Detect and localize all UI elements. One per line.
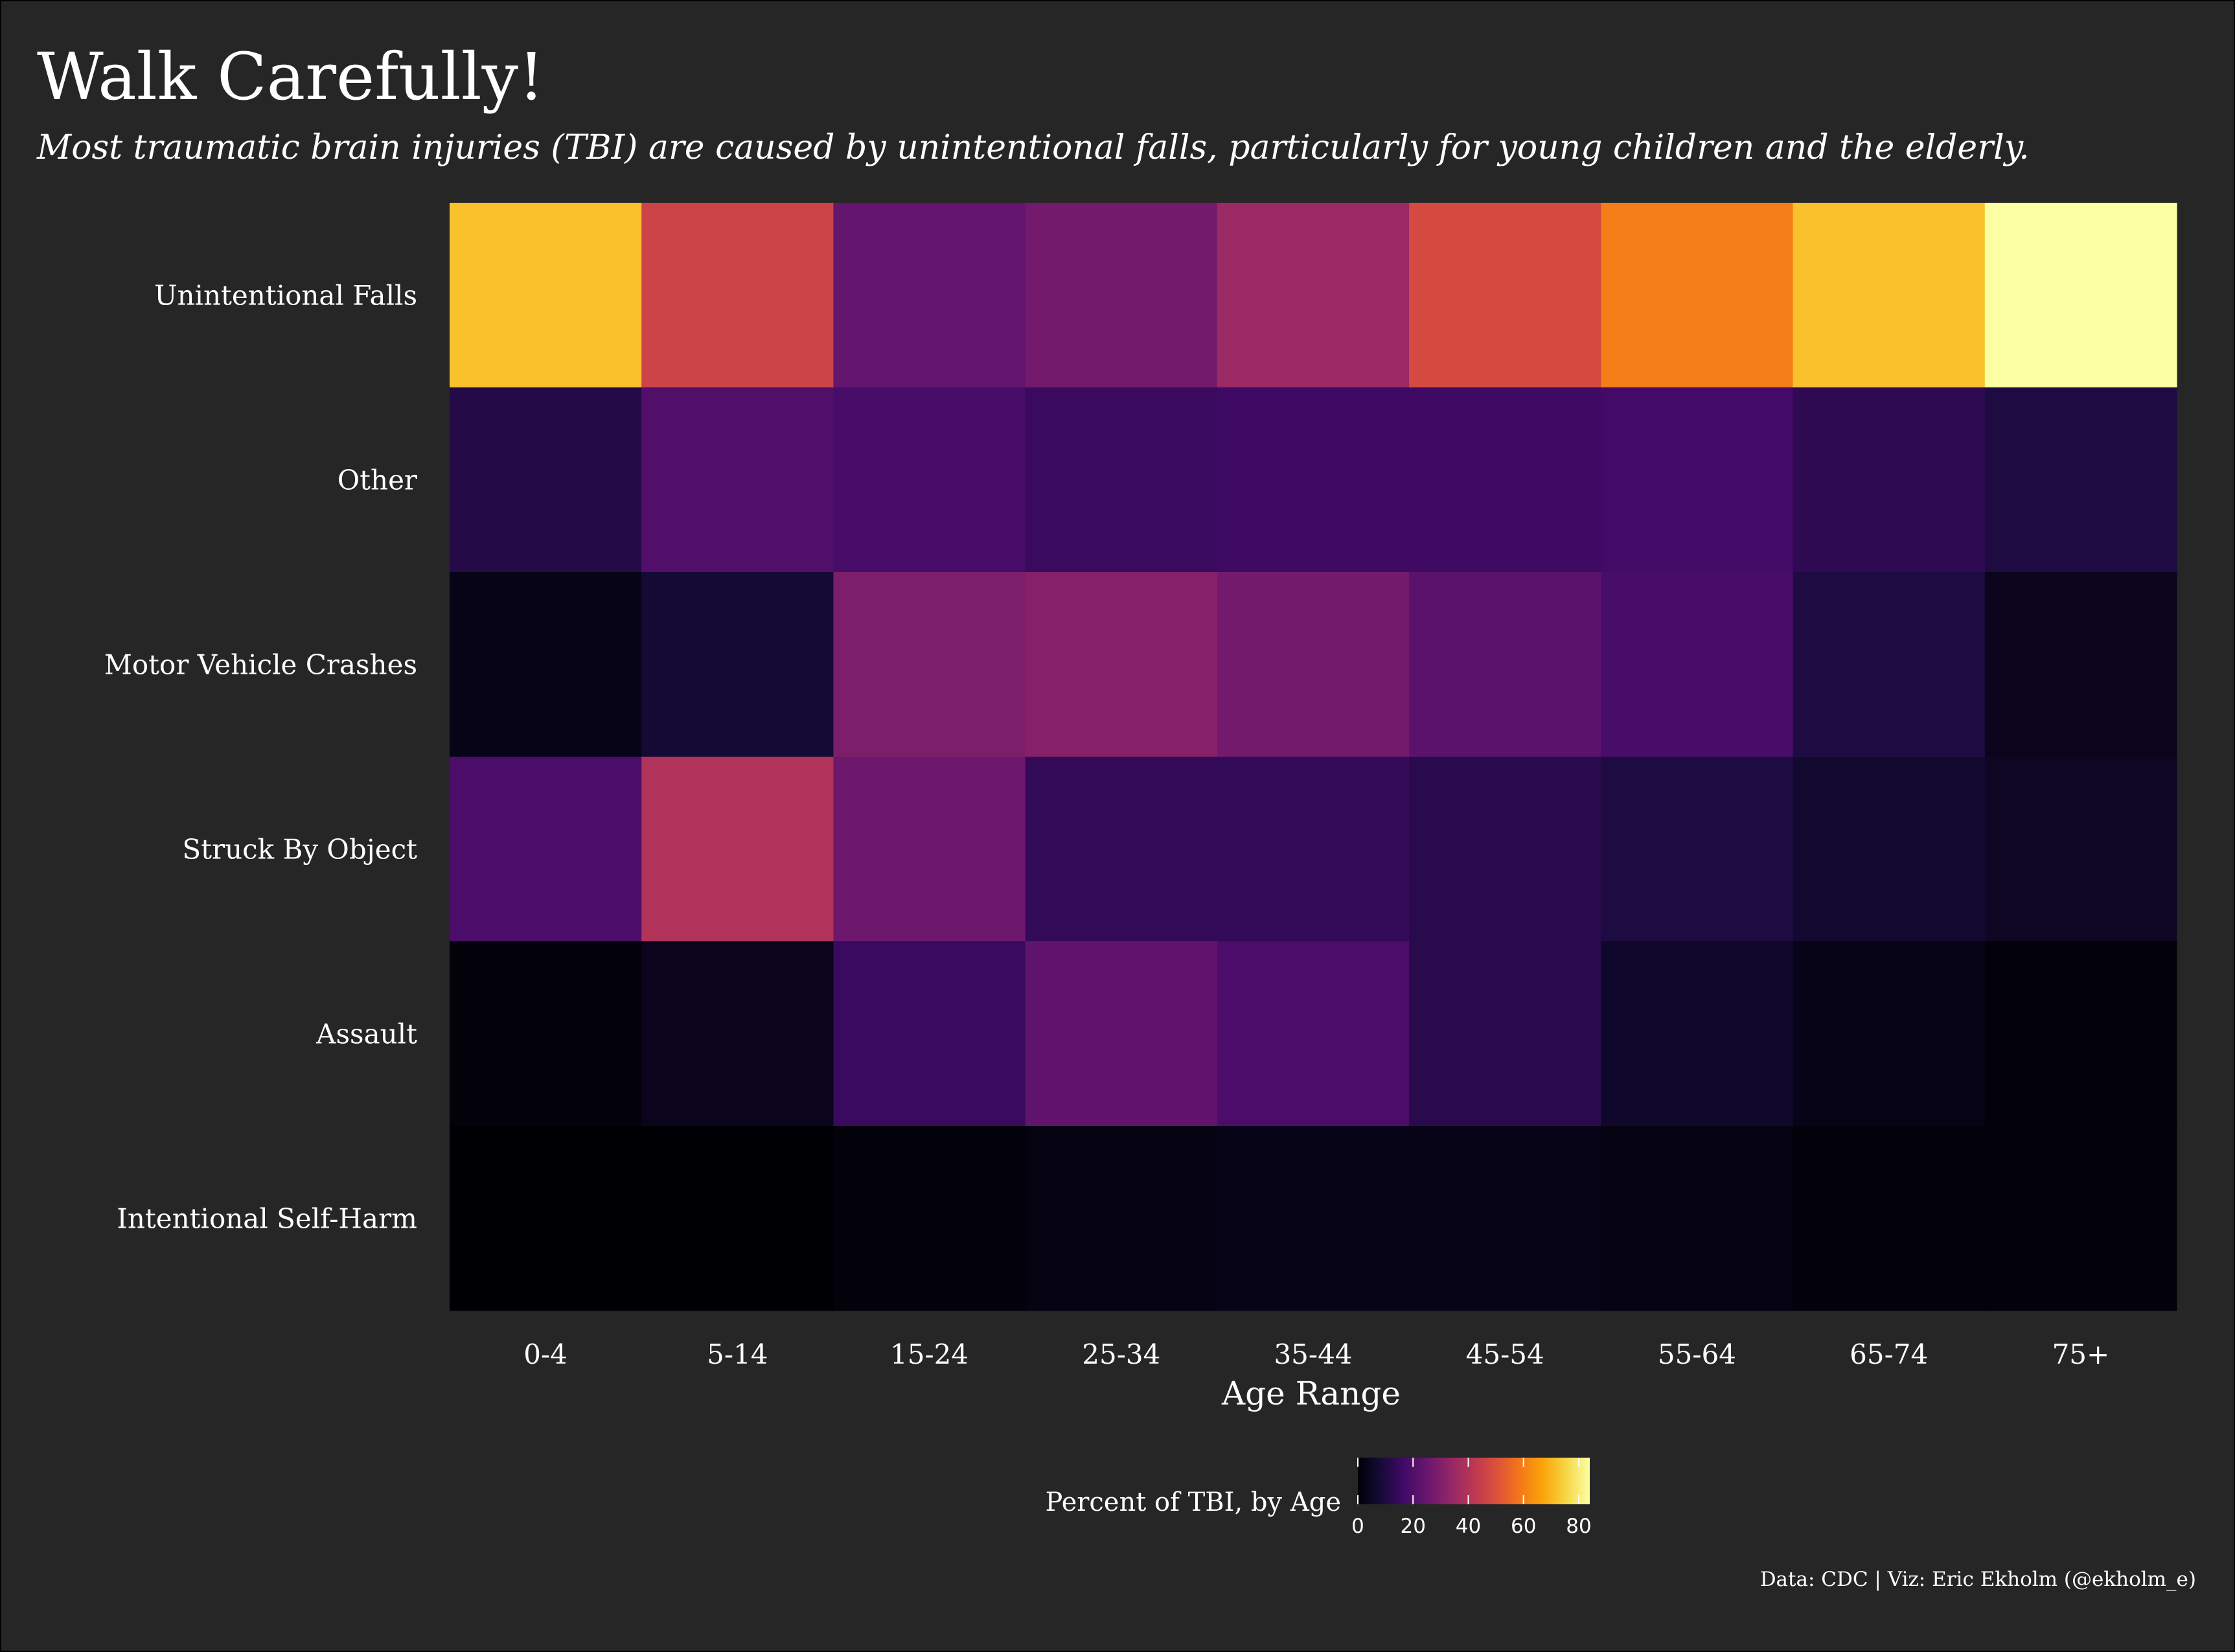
heatmap-cell	[833, 387, 1026, 573]
chart-title: Walk Carefully!	[37, 39, 545, 115]
heatmap-cell	[1217, 1126, 1410, 1311]
heatmap-cell	[833, 757, 1026, 942]
heatmap-cell	[641, 1126, 834, 1311]
y-tick-label: Unintentional Falls	[154, 280, 417, 312]
heatmap-cell	[450, 203, 642, 388]
x-tick-labels: 0-4 5-14 15-24 25-34 35-44 45-54 55-64 65-74 75+	[523, 1338, 2109, 1370]
heatmap-cell	[450, 941, 642, 1127]
heatmap-cell	[833, 941, 1026, 1127]
x-tick-label: 25-34	[1082, 1338, 1160, 1370]
heatmap-cell	[1025, 941, 1218, 1127]
heatmap-cell	[1601, 941, 1794, 1127]
heatmap-cell	[833, 1126, 1026, 1311]
colorbar-tick-label: 40	[1456, 1515, 1481, 1538]
y-tick-label: Struck By Object	[182, 834, 417, 866]
heatmap-cell	[1217, 572, 1410, 757]
y-tick-label: Assault	[315, 1018, 417, 1050]
colorbar-tick-label: 60	[1511, 1515, 1536, 1538]
heatmap-cell	[450, 1126, 642, 1311]
heatmap-cell	[1793, 941, 1986, 1127]
heatmap-cell	[1984, 757, 2177, 942]
heatmap-cell	[641, 387, 834, 573]
colorbar-ticks: 0 20 40 60 80	[1351, 1458, 1592, 1538]
colorbar-label: Percent of TBI, by Age	[1045, 1487, 1341, 1517]
colorbar-tick-label: 80	[1566, 1515, 1591, 1538]
y-tick-labels: Unintentional Falls Other Motor Vehicle Cr…	[104, 280, 418, 1235]
heatmap-cell	[1217, 203, 1410, 388]
heatmap-cell	[450, 387, 642, 573]
heatmap-cell	[1984, 941, 2177, 1127]
heatmap-cell	[1217, 387, 1410, 573]
x-tick-label: 0-4	[523, 1338, 567, 1370]
x-tick-label: 15-24	[890, 1338, 968, 1370]
heatmap-cell	[1984, 203, 2177, 388]
heatmap-cell	[1409, 387, 1601, 573]
heatmap-cell	[450, 572, 642, 757]
x-axis-label: Age Range	[1221, 1375, 1401, 1412]
heatmap-cell	[450, 757, 642, 942]
heatmap-cell	[1601, 1126, 1794, 1311]
heatmap-cell	[641, 572, 834, 757]
heatmap-cell	[1409, 572, 1601, 757]
heatmap-cell	[1793, 757, 1986, 942]
heatmap-cell	[1409, 941, 1601, 1127]
heatmap-cell	[1217, 941, 1410, 1127]
x-tick-label: 5-14	[707, 1338, 768, 1370]
heatmap-cell	[1409, 757, 1601, 942]
heatmap-cell	[1984, 387, 2177, 573]
y-tick-label: Motor Vehicle Crashes	[104, 649, 417, 681]
heatmap-cells	[450, 203, 2177, 1311]
heatmap-cell	[641, 757, 834, 942]
heatmap-cell	[1793, 572, 1986, 757]
heatmap-cell	[1025, 572, 1218, 757]
chart-caption: Data: CDC | Viz: Eric Ekholm (@ekholm_e)	[1759, 1568, 2196, 1591]
colorbar-legend: Percent of TBI, by Age 0 20 40 60 80	[1045, 1458, 1592, 1538]
heatmap-cell	[641, 941, 834, 1127]
heatmap-cell	[1601, 572, 1794, 757]
x-tick-label: 55-64	[1658, 1338, 1736, 1370]
heatmap-cell	[1793, 203, 1986, 388]
heatmap-cell	[641, 203, 834, 388]
chart-subtitle: Most traumatic brain injuries (TBI) are …	[37, 128, 2030, 167]
heatmap-cell	[1217, 757, 1410, 942]
y-tick-label: Intentional Self-Harm	[117, 1203, 417, 1235]
x-tick-label: 65-74	[1850, 1338, 1928, 1370]
heatmap-cell	[833, 203, 1026, 388]
heatmap-cell	[1409, 203, 1601, 388]
heatmap-cell	[1025, 387, 1218, 573]
x-tick-label: 75+	[2052, 1338, 2110, 1370]
x-tick-label: 35-44	[1274, 1338, 1352, 1370]
heatmap-cell	[1601, 203, 1794, 388]
colorbar-gradient	[1358, 1458, 1590, 1504]
heatmap-cell	[833, 572, 1026, 757]
y-tick-label: Other	[338, 465, 418, 496]
heatmap-cell	[1984, 1126, 2177, 1311]
x-tick-label: 45-54	[1466, 1338, 1544, 1370]
heatmap-cell	[1025, 1126, 1218, 1311]
heatmap-cell	[1025, 757, 1218, 942]
heatmap-cell	[1601, 387, 1794, 573]
colorbar-tick-label: 20	[1400, 1515, 1425, 1538]
heatmap-cell	[1984, 572, 2177, 757]
heatmap-cell	[1793, 387, 1986, 573]
colorbar-tick-label: 0	[1351, 1515, 1364, 1538]
heatmap-cell	[1025, 203, 1218, 388]
heatmap-cell	[1793, 1126, 1986, 1311]
heatmap-cell	[1409, 1126, 1601, 1311]
heatmap-cell	[1601, 757, 1794, 942]
